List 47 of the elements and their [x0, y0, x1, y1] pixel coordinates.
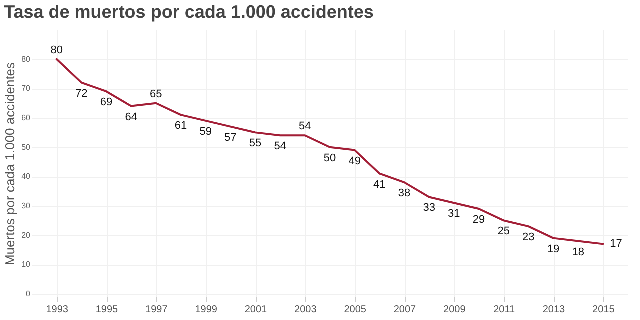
x-tick-label: 2007 — [394, 304, 417, 316]
data-label: 72 — [76, 88, 88, 100]
data-label: 19 — [547, 243, 560, 256]
data-label: 31 — [448, 208, 460, 220]
data-label: 55 — [249, 138, 262, 150]
x-tick-label: 2003 — [294, 304, 318, 316]
x-tick-label: 1999 — [195, 304, 218, 316]
data-label: 41 — [374, 178, 386, 191]
y-tick-label: 60 — [22, 114, 32, 123]
y-tick-label: 30 — [22, 202, 32, 211]
data-label: 59 — [200, 126, 212, 138]
y-tick-label: 40 — [22, 172, 32, 182]
data-label: 17 — [610, 238, 622, 250]
y-tick-label: 80 — [22, 54, 32, 64]
line-series — [56, 58, 604, 246]
x-tick-label: 2009 — [444, 304, 466, 316]
x-tick-label: 2005 — [344, 304, 367, 316]
y-tick-label: 20 — [22, 230, 32, 240]
x-tick-label: 1997 — [146, 304, 168, 316]
data-label: 54 — [274, 140, 286, 153]
y-axis-title: Muertos por cada 1.000 accidentes — [2, 62, 18, 266]
data-label: 65 — [150, 88, 162, 100]
y-tick-label: 0 — [26, 290, 32, 299]
data-label: 18 — [572, 246, 584, 258]
data-label: 29 — [472, 214, 486, 226]
x-tick-label: 2013 — [542, 304, 566, 316]
x-tick-label: 2011 — [494, 304, 516, 316]
data-label: 49 — [348, 155, 361, 168]
data-label: 69 — [100, 96, 113, 109]
data-label: 25 — [498, 226, 510, 238]
data-label: 33 — [423, 202, 436, 214]
data-label: 57 — [224, 132, 237, 144]
y-tick-label: 50 — [22, 142, 32, 152]
data-label: 80 — [50, 44, 63, 56]
x-tick-label: 2001 — [244, 304, 268, 316]
y-tick-label: 10 — [22, 260, 32, 270]
data-label: 38 — [398, 188, 411, 200]
data-label: 50 — [324, 152, 336, 164]
data-label: 23 — [522, 232, 535, 244]
data-label: 61 — [174, 120, 188, 132]
chart-title: Tasa de muertos por cada 1.000 accidentes — [4, 2, 374, 22]
x-tick-label: 1995 — [96, 304, 119, 316]
x-tick-label: 1993 — [46, 304, 69, 316]
data-label: 54 — [299, 120, 312, 133]
y-tick-label: 70 — [22, 84, 32, 94]
x-tick-label: 2015 — [592, 304, 616, 316]
data-label: 64 — [125, 111, 138, 124]
